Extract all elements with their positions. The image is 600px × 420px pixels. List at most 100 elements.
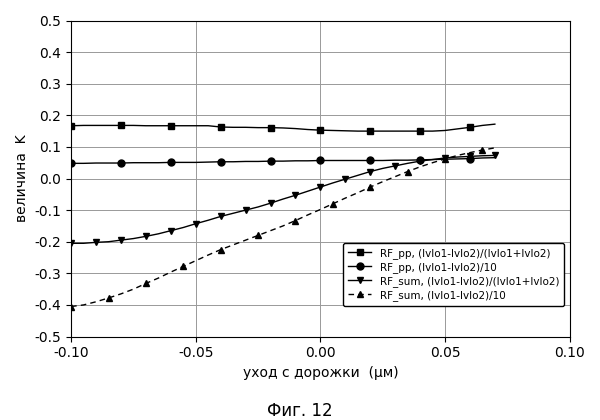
RF_sum, (Ivlo1-Ivlo2)/(Ivlo1+Ivlo2) <box>155 231 162 236</box>
RF_sum, (Ivlo1-Ivlo2)/(Ivlo1+Ivlo2) <box>367 169 374 174</box>
RF_sum, (Ivlo1-Ivlo2)/10 <box>105 295 112 300</box>
RF_pp, (Ivlo1-Ivlo2)/10 <box>280 159 287 164</box>
RF_sum, (Ivlo1-Ivlo2)/(Ivlo1+Ivlo2) <box>416 159 424 164</box>
RF_pp, (Ivlo1-Ivlo2)/10 <box>491 155 499 160</box>
RF_sum, (Ivlo1-Ivlo2)/(Ivlo1+Ivlo2) <box>254 205 262 210</box>
RF_pp, (Ivlo1-Ivlo2)/10 <box>442 157 449 162</box>
RF_pp, (Ivlo1-Ivlo2)/10 <box>304 158 311 163</box>
RF_sum, (Ivlo1-Ivlo2)/10 <box>167 270 175 275</box>
RF_sum, (Ivlo1-Ivlo2)/10 <box>442 156 449 161</box>
RF_pp, (Ivlo1-Ivlo2)/10 <box>230 159 237 164</box>
RF_pp, (Ivlo1-Ivlo2)/(Ivlo1+Ivlo2) <box>304 127 311 132</box>
RF_sum, (Ivlo1-Ivlo2)/(Ivlo1+Ivlo2) <box>491 153 499 158</box>
RF_sum, (Ivlo1-Ivlo2)/10 <box>267 228 274 233</box>
RF_pp, (Ivlo1-Ivlo2)/(Ivlo1+Ivlo2) <box>317 128 324 133</box>
RF_pp, (Ivlo1-Ivlo2)/(Ivlo1+Ivlo2) <box>180 123 187 128</box>
RF_pp, (Ivlo1-Ivlo2)/10 <box>242 159 249 164</box>
RF_pp, (Ivlo1-Ivlo2)/(Ivlo1+Ivlo2) <box>479 123 486 128</box>
RF_sum, (Ivlo1-Ivlo2)/(Ivlo1+Ivlo2) <box>80 241 87 246</box>
RF_pp, (Ivlo1-Ivlo2)/10 <box>416 158 424 163</box>
RF_pp, (Ivlo1-Ivlo2)/(Ivlo1+Ivlo2) <box>267 125 274 130</box>
RF_sum, (Ivlo1-Ivlo2)/(Ivlo1+Ivlo2) <box>192 221 199 226</box>
RF_sum, (Ivlo1-Ivlo2)/10 <box>317 207 324 212</box>
RF_pp, (Ivlo1-Ivlo2)/10 <box>429 157 436 162</box>
RF_pp, (Ivlo1-Ivlo2)/10 <box>92 160 100 165</box>
RF_pp, (Ivlo1-Ivlo2)/(Ivlo1+Ivlo2) <box>217 124 224 129</box>
RF_pp, (Ivlo1-Ivlo2)/(Ivlo1+Ivlo2) <box>230 125 237 130</box>
RF_sum, (Ivlo1-Ivlo2)/10 <box>217 247 224 252</box>
RF_sum, (Ivlo1-Ivlo2)/(Ivlo1+Ivlo2) <box>354 173 361 178</box>
RF_sum, (Ivlo1-Ivlo2)/(Ivlo1+Ivlo2) <box>292 193 299 198</box>
RF_sum, (Ivlo1-Ivlo2)/10 <box>292 218 299 223</box>
RF_sum, (Ivlo1-Ivlo2)/10 <box>479 147 486 152</box>
RF_sum, (Ivlo1-Ivlo2)/(Ivlo1+Ivlo2) <box>105 239 112 244</box>
RF_sum, (Ivlo1-Ivlo2)/10 <box>429 160 436 165</box>
RF_pp, (Ivlo1-Ivlo2)/(Ivlo1+Ivlo2) <box>80 123 87 128</box>
RF_sum, (Ivlo1-Ivlo2)/10 <box>130 286 137 291</box>
RF_sum, (Ivlo1-Ivlo2)/10 <box>142 281 149 286</box>
RF_pp, (Ivlo1-Ivlo2)/(Ivlo1+Ivlo2) <box>130 123 137 128</box>
RF_pp, (Ivlo1-Ivlo2)/(Ivlo1+Ivlo2) <box>142 123 149 128</box>
RF_sum, (Ivlo1-Ivlo2)/(Ivlo1+Ivlo2) <box>118 238 125 243</box>
RF_pp, (Ivlo1-Ivlo2)/10 <box>454 156 461 161</box>
RF_pp, (Ivlo1-Ivlo2)/(Ivlo1+Ivlo2) <box>192 123 199 128</box>
RF_pp, (Ivlo1-Ivlo2)/10 <box>180 160 187 165</box>
RF_pp, (Ivlo1-Ivlo2)/(Ivlo1+Ivlo2) <box>167 123 175 128</box>
RF_pp, (Ivlo1-Ivlo2)/10 <box>267 159 274 164</box>
RF_pp, (Ivlo1-Ivlo2)/(Ivlo1+Ivlo2) <box>342 128 349 133</box>
RF_sum, (Ivlo1-Ivlo2)/(Ivlo1+Ivlo2) <box>205 218 212 223</box>
RF_sum, (Ivlo1-Ivlo2)/(Ivlo1+Ivlo2) <box>429 157 436 162</box>
Line: RF_sum, (Ivlo1-Ivlo2)/(Ivlo1+Ivlo2): RF_sum, (Ivlo1-Ivlo2)/(Ivlo1+Ivlo2) <box>68 152 499 247</box>
RF_pp, (Ivlo1-Ivlo2)/(Ivlo1+Ivlo2) <box>68 123 75 128</box>
RF_sum, (Ivlo1-Ivlo2)/(Ivlo1+Ivlo2) <box>230 211 237 216</box>
RF_pp, (Ivlo1-Ivlo2)/(Ivlo1+Ivlo2) <box>254 125 262 130</box>
RF_sum, (Ivlo1-Ivlo2)/10 <box>68 304 75 309</box>
RF_pp, (Ivlo1-Ivlo2)/10 <box>205 160 212 165</box>
RF_pp, (Ivlo1-Ivlo2)/(Ivlo1+Ivlo2) <box>242 125 249 130</box>
RF_sum, (Ivlo1-Ivlo2)/(Ivlo1+Ivlo2) <box>329 181 337 186</box>
RF_pp, (Ivlo1-Ivlo2)/10 <box>329 158 337 163</box>
RF_pp, (Ivlo1-Ivlo2)/(Ivlo1+Ivlo2) <box>404 129 411 134</box>
RF_sum, (Ivlo1-Ivlo2)/10 <box>392 174 399 179</box>
RF_pp, (Ivlo1-Ivlo2)/10 <box>392 158 399 163</box>
RF_sum, (Ivlo1-Ivlo2)/10 <box>454 153 461 158</box>
RF_sum, (Ivlo1-Ivlo2)/10 <box>192 258 199 263</box>
RF_pp, (Ivlo1-Ivlo2)/(Ivlo1+Ivlo2) <box>155 123 162 128</box>
RF_sum, (Ivlo1-Ivlo2)/(Ivlo1+Ivlo2) <box>68 241 75 246</box>
RF_sum, (Ivlo1-Ivlo2)/(Ivlo1+Ivlo2) <box>342 177 349 182</box>
RF_pp, (Ivlo1-Ivlo2)/10 <box>130 160 137 165</box>
RF_sum, (Ivlo1-Ivlo2)/(Ivlo1+Ivlo2) <box>317 184 324 189</box>
RF_pp, (Ivlo1-Ivlo2)/(Ivlo1+Ivlo2) <box>379 129 386 134</box>
RF_sum, (Ivlo1-Ivlo2)/10 <box>466 150 473 155</box>
X-axis label: уход с дорожки  (μм): уход с дорожки (μм) <box>242 366 398 380</box>
RF_sum, (Ivlo1-Ivlo2)/(Ivlo1+Ivlo2) <box>454 155 461 160</box>
Legend: RF_pp, (Ivlo1-Ivlo2)/(Ivlo1+Ivlo2), RF_pp, (Ivlo1-Ivlo2)/10, RF_sum, (Ivlo1-Ivlo: RF_pp, (Ivlo1-Ivlo2)/(Ivlo1+Ivlo2), RF_p… <box>343 243 565 306</box>
RF_sum, (Ivlo1-Ivlo2)/10 <box>180 264 187 269</box>
RF_pp, (Ivlo1-Ivlo2)/10 <box>404 158 411 163</box>
RF_pp, (Ivlo1-Ivlo2)/(Ivlo1+Ivlo2) <box>105 123 112 128</box>
RF_sum, (Ivlo1-Ivlo2)/10 <box>379 179 386 184</box>
RF_sum, (Ivlo1-Ivlo2)/(Ivlo1+Ivlo2) <box>466 154 473 159</box>
RF_pp, (Ivlo1-Ivlo2)/(Ivlo1+Ivlo2) <box>354 129 361 134</box>
RF_sum, (Ivlo1-Ivlo2)/10 <box>242 238 249 243</box>
Y-axis label: величина  K: величина K <box>15 135 29 222</box>
RF_pp, (Ivlo1-Ivlo2)/(Ivlo1+Ivlo2) <box>454 126 461 131</box>
RF_pp, (Ivlo1-Ivlo2)/(Ivlo1+Ivlo2) <box>118 123 125 128</box>
RF_sum, (Ivlo1-Ivlo2)/(Ivlo1+Ivlo2) <box>130 236 137 241</box>
Line: RF_sum, (Ivlo1-Ivlo2)/10: RF_sum, (Ivlo1-Ivlo2)/10 <box>68 144 499 310</box>
RF_sum, (Ivlo1-Ivlo2)/(Ivlo1+Ivlo2) <box>404 161 411 166</box>
RF_sum, (Ivlo1-Ivlo2)/10 <box>254 233 262 238</box>
RF_pp, (Ivlo1-Ivlo2)/10 <box>105 160 112 165</box>
RF_pp, (Ivlo1-Ivlo2)/(Ivlo1+Ivlo2) <box>466 125 473 130</box>
RF_pp, (Ivlo1-Ivlo2)/10 <box>68 161 75 166</box>
RF_sum, (Ivlo1-Ivlo2)/10 <box>354 190 361 195</box>
RF_pp, (Ivlo1-Ivlo2)/10 <box>479 155 486 160</box>
RF_sum, (Ivlo1-Ivlo2)/(Ivlo1+Ivlo2) <box>92 240 100 245</box>
RF_pp, (Ivlo1-Ivlo2)/10 <box>367 158 374 163</box>
RF_sum, (Ivlo1-Ivlo2)/(Ivlo1+Ivlo2) <box>442 155 449 160</box>
RF_pp, (Ivlo1-Ivlo2)/10 <box>379 158 386 163</box>
RF_sum, (Ivlo1-Ivlo2)/(Ivlo1+Ivlo2) <box>267 201 274 206</box>
RF_sum, (Ivlo1-Ivlo2)/10 <box>205 252 212 257</box>
RF_sum, (Ivlo1-Ivlo2)/(Ivlo1+Ivlo2) <box>280 197 287 202</box>
RF_sum, (Ivlo1-Ivlo2)/10 <box>367 184 374 189</box>
